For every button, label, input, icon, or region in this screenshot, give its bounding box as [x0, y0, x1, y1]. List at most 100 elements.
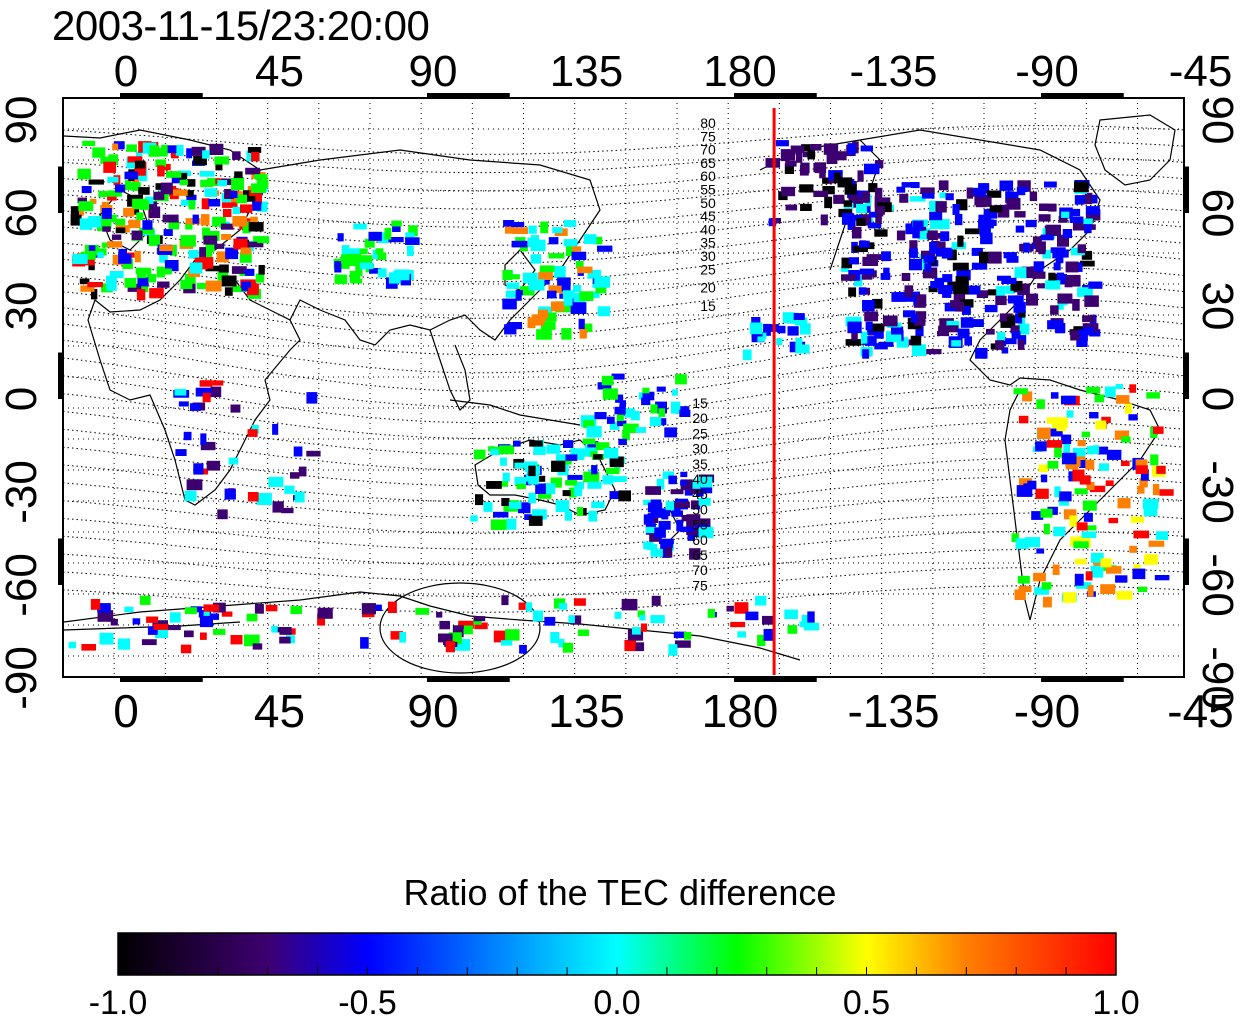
data-patch: [257, 201, 268, 212]
lat-tick-label: -60: [0, 553, 46, 617]
data-patch: [164, 260, 179, 272]
data-patch: [730, 621, 746, 628]
data-patch: [157, 281, 170, 288]
data-patch: [246, 283, 259, 296]
data-patch: [548, 237, 559, 245]
data-patch: [847, 321, 862, 334]
data-patch: [483, 502, 493, 512]
data-patch: [926, 349, 942, 355]
data-patch: [536, 329, 552, 340]
data-patch: [845, 316, 862, 327]
data-patch: [368, 231, 382, 241]
tec-data-patches: [68, 140, 1174, 656]
data-patch: [1128, 414, 1138, 421]
contour-label: 45: [700, 208, 716, 224]
lon-tick-label: 45: [255, 47, 304, 96]
data-patch: [558, 638, 565, 648]
data-patch: [807, 611, 815, 623]
mag-contour: [63, 476, 1184, 518]
data-patch: [658, 408, 665, 417]
data-patch: [290, 606, 302, 614]
data-patch: [190, 403, 201, 411]
data-patch: [638, 392, 646, 400]
data-patch: [1075, 558, 1087, 565]
data-patch: [193, 155, 207, 166]
contour-label: 55: [692, 517, 708, 533]
data-patch: [247, 492, 259, 502]
data-patch: [852, 214, 862, 221]
data-patch: [649, 417, 662, 426]
data-patch: [508, 501, 522, 509]
data-patch: [473, 449, 486, 460]
data-patch: [505, 226, 514, 234]
lon-tick-label: 135: [548, 685, 625, 737]
data-patch: [635, 427, 646, 433]
data-patch: [378, 232, 390, 244]
data-patch: [611, 476, 627, 482]
data-patch: [697, 476, 713, 488]
data-patch: [529, 440, 543, 447]
data-patch: [1129, 384, 1137, 393]
data-patch: [845, 339, 862, 346]
data-patch: [908, 258, 922, 271]
data-patch: [587, 269, 601, 279]
data-patch: [1077, 330, 1088, 341]
data-patch: [306, 392, 318, 404]
data-patch: [849, 199, 864, 208]
data-patch: [175, 145, 184, 156]
data-patch: [161, 144, 168, 157]
data-patch: [72, 254, 88, 265]
frame-bar: [1041, 677, 1124, 682]
data-patch: [391, 220, 402, 227]
data-patch: [206, 613, 219, 620]
data-patch: [757, 336, 765, 342]
data-patch: [851, 329, 858, 341]
data-patch: [1081, 531, 1097, 538]
data-patch: [500, 640, 513, 646]
data-patch: [1077, 287, 1093, 297]
data-patch: [837, 177, 853, 188]
data-patch: [337, 233, 344, 242]
data-patch: [891, 327, 902, 335]
frame-bar: [734, 677, 817, 682]
left-latitude-axis: 90 60 30 0 -30 -60 -90: [0, 96, 46, 710]
data-patch: [1093, 559, 1101, 571]
data-patch: [860, 145, 873, 152]
data-patch: [124, 278, 137, 288]
data-patch: [742, 349, 752, 361]
data-patch: [1056, 272, 1065, 285]
data-patch: [107, 241, 123, 248]
data-patch: [535, 483, 546, 494]
data-patch: [1154, 575, 1170, 581]
data-patch: [234, 171, 243, 183]
data-patch: [1082, 315, 1096, 323]
data-patch: [848, 287, 857, 297]
data-patch: [647, 502, 663, 513]
data-patch: [1117, 498, 1131, 509]
data-patch: [284, 485, 295, 494]
data-patch: [134, 168, 146, 176]
data-patch: [619, 400, 626, 408]
data-patch: [914, 318, 926, 326]
data-patch: [862, 300, 875, 312]
data-patch: [594, 412, 607, 420]
data-patch: [1083, 512, 1093, 522]
lon-tick-label: -90: [1014, 685, 1080, 737]
data-patch: [979, 251, 989, 264]
data-patch: [156, 266, 165, 278]
data-patch: [454, 639, 470, 651]
data-patch: [115, 184, 126, 193]
data-patch: [70, 206, 79, 215]
data-patch: [588, 510, 597, 522]
data-patch: [473, 616, 486, 622]
mag-contour: [63, 267, 1184, 319]
data-patch: [683, 631, 692, 640]
data-patch: [787, 625, 798, 634]
data-patch: [184, 273, 196, 284]
data-patch: [1054, 486, 1061, 498]
data-patch: [528, 465, 536, 477]
data-patch: [279, 636, 291, 644]
data-patch: [627, 629, 644, 641]
data-patch: [624, 639, 636, 652]
